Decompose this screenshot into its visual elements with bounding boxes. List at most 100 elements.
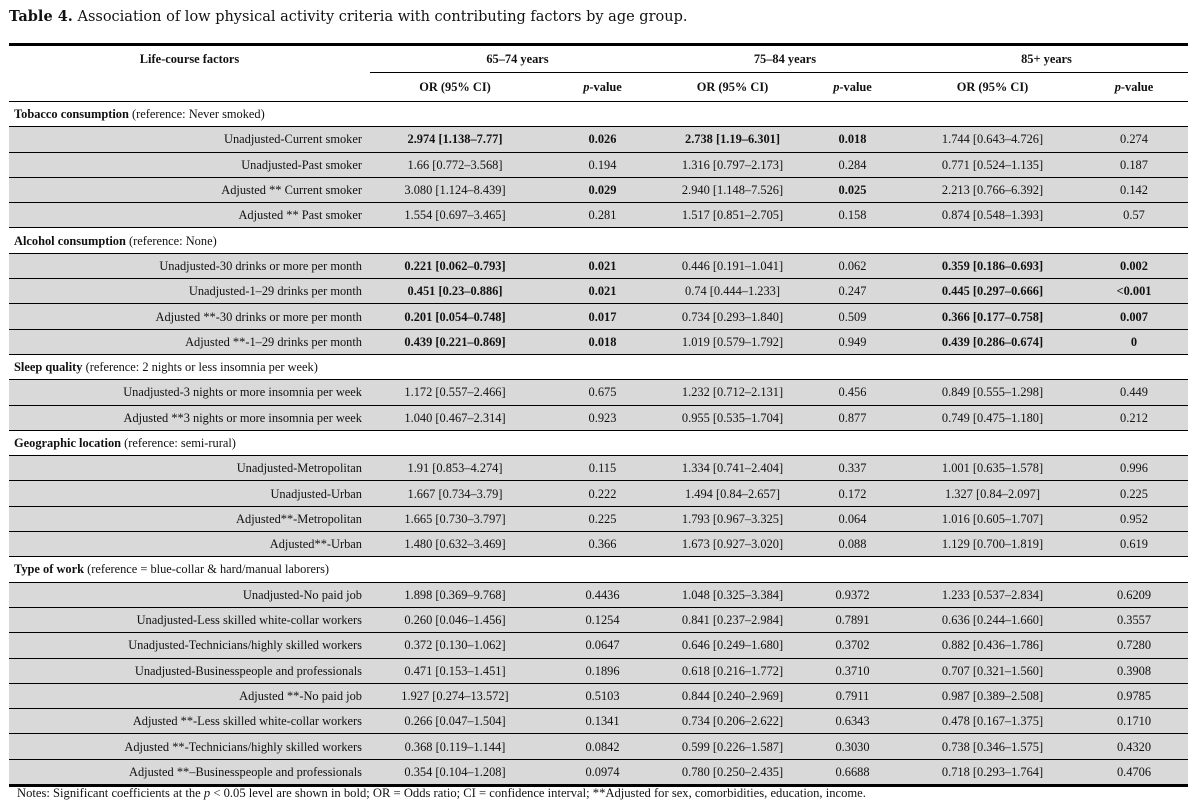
row-label: Adjusted **–Businesspeople and professio… — [9, 759, 370, 787]
table-row: Adjusted**-Urban 1.480 [0.632–3.469] 0.366… — [9, 531, 1188, 558]
section-reference: (reference: semi-rural) — [121, 436, 236, 450]
p-suffix: -value — [589, 80, 622, 94]
row-label: Adjusted **-30 drinks or more per month — [9, 303, 370, 330]
p-value-cell: 0.949 — [800, 329, 905, 355]
or-ci-cell: 1.172 [0.557–2.466] — [370, 379, 540, 406]
or-ci-cell: 1.048 [0.325–3.384] — [665, 582, 800, 608]
p-value-cell: 0.1254 — [540, 607, 665, 634]
p-value-cell: 0.1341 — [540, 708, 665, 735]
section-row: Geographic location (reference: semi-rur… — [9, 430, 1188, 457]
p-value-cell: 0.4320 — [1080, 733, 1188, 760]
section-reference: (reference: 2 nights or less insomnia pe… — [82, 360, 318, 375]
p-value-cell: 0.5103 — [540, 683, 665, 710]
section-name: Geographic location — [14, 436, 122, 450]
p-suffix: -value — [839, 80, 872, 94]
row-label: Unadjusted-1–29 drinks per month — [9, 278, 370, 305]
table-row: Unadjusted-3 nights or more insomnia per… — [9, 379, 1188, 406]
or-ci-cell: 0.368 [0.119–1.144] — [370, 733, 540, 760]
p-italic: p — [1114, 80, 1121, 94]
table-notes: Notes: Significant coefficients at the p… — [17, 786, 866, 801]
p-value-cell: 0.021 — [540, 278, 665, 305]
or-ci-cell: 0.844 [0.240–2.969] — [665, 683, 800, 710]
or-ci-cell: 0.446 [0.191–1.041] — [665, 253, 800, 280]
p-value-cell: 0.1710 — [1080, 708, 1188, 735]
p-value-cell: 0.675 — [540, 379, 665, 406]
table-row: Unadjusted-No paid job 1.898 [0.369–9.768… — [9, 582, 1188, 608]
p-value-cell: 0.923 — [540, 405, 665, 431]
row-label: Unadjusted-Metropolitan — [9, 455, 370, 482]
row-label: Unadjusted-Urban — [9, 480, 370, 507]
p-value-cell: <0.001 — [1080, 278, 1188, 305]
p-value-cell: 0.225 — [540, 506, 665, 533]
p-italic: p — [833, 80, 840, 94]
or-ci-header: OR (95% CI) — [665, 72, 800, 102]
section-reference: (reference: None) — [125, 233, 217, 248]
row-label: Adjusted **-Less skilled white-collar wo… — [9, 708, 370, 735]
p-value-cell: 0.3710 — [800, 658, 905, 684]
or-ci-cell: 0.882 [0.436–1.786] — [905, 632, 1080, 659]
p-value-cell: 0.337 — [800, 455, 905, 482]
table-row: Adjusted **-Technicians/highly skilled w… — [9, 733, 1188, 760]
or-ci-cell: 1.793 [0.967–3.325] — [665, 506, 800, 533]
p-value-cell: 0.509 — [800, 303, 905, 330]
or-ci-cell: 0.359 [0.186–0.693] — [905, 253, 1080, 280]
p-value-cell: 0.4706 — [1080, 759, 1188, 787]
or-ci-cell: 1.927 [0.274–13.572] — [370, 683, 540, 710]
notes-text: Notes: Significant coefficients at the — [17, 786, 204, 800]
or-ci-cell: 0.599 [0.226–1.587] — [665, 733, 800, 760]
section-reference: (reference = blue-collar & hard/manual l… — [83, 562, 330, 577]
p-value-cell: 0.3030 — [800, 733, 905, 760]
table-title: Association of low physical activity cri… — [72, 9, 688, 25]
or-ci-cell: 0.749 [0.475–1.180] — [905, 405, 1080, 431]
or-ci-cell: 1.667 [0.734–3.79] — [370, 480, 540, 507]
or-ci-cell: 0.841 [0.237–2.984] — [665, 607, 800, 634]
or-ci-cell: 0.478 [0.167–1.375] — [905, 708, 1080, 735]
table-row: Adjusted ** Current smoker 3.080 [1.124–8… — [9, 177, 1188, 204]
or-ci-cell: 1.334 [0.741–2.404] — [665, 455, 800, 482]
or-ci-header: OR (95% CI) — [905, 72, 1080, 102]
p-value-header: p-value — [1080, 72, 1188, 102]
or-ci-cell: 0.221 [0.062–0.793] — [370, 253, 540, 280]
section-reference: (reference: Never smoked) — [128, 107, 265, 122]
or-ci-cell: 0.260 [0.046–1.456] — [370, 607, 540, 634]
section-row: Sleep quality (reference: 2 nights or le… — [9, 354, 1188, 381]
or-ci-cell: 1.517 [0.851–2.705] — [665, 202, 800, 229]
p-suffix: -value — [1120, 80, 1154, 94]
empty-header — [9, 72, 370, 102]
or-ci-cell: 1.665 [0.730–3.797] — [370, 506, 540, 533]
row-label: Unadjusted-Technicians/highly skilled wo… — [9, 632, 370, 659]
or-ci-cell: 0.718 [0.293–1.764] — [905, 759, 1080, 787]
p-value-cell: 0.57 — [1080, 202, 1188, 229]
or-ci-cell: 0.987 [0.389–2.508] — [905, 683, 1080, 710]
or-ci-cell: 1.019 [0.579–1.792] — [665, 329, 800, 355]
row-label: Unadjusted-3 nights or more insomnia per… — [9, 379, 370, 406]
section-row: Tobacco consumption (reference: Never sm… — [9, 101, 1188, 128]
section-heading: Type of work (reference = blue-collar & … — [9, 556, 1188, 583]
p-value-cell: 0.115 — [540, 455, 665, 482]
row-label: Unadjusted-Less skilled white-collar wor… — [9, 607, 370, 634]
p-value-cell: 0.142 — [1080, 177, 1188, 204]
or-ci-cell: 1.66 [0.772–3.568] — [370, 152, 540, 178]
row-label: Adjusted **-1–29 drinks per month — [9, 329, 370, 355]
or-ci-cell: 1.91 [0.853–4.274] — [370, 455, 540, 482]
row-label: Unadjusted-Current smoker — [9, 126, 370, 153]
p-value-cell: 0.6688 — [800, 759, 905, 787]
section-name: Alcohol consumption — [14, 233, 126, 248]
p-value-header: p-value — [540, 72, 665, 102]
p-value-cell: 0.064 — [800, 506, 905, 533]
p-value-cell: 0.0974 — [540, 759, 665, 787]
row-label: Adjusted**-Urban — [9, 531, 370, 558]
section-heading: Alcohol consumption (reference: None) — [9, 227, 1188, 254]
p-value-cell: 0.029 — [540, 177, 665, 204]
results-table: Life-course factors 65–74 years 75–84 ye… — [9, 43, 1188, 788]
or-ci-cell: 0.780 [0.250–2.435] — [665, 759, 800, 787]
table-row: Adjusted **-No paid job 1.927 [0.274–13.5… — [9, 683, 1188, 710]
p-value-cell: 0.222 — [540, 480, 665, 507]
p-value-cell: 0.1896 — [540, 658, 665, 684]
or-ci-cell: 0.201 [0.054–0.748] — [370, 303, 540, 330]
or-ci-cell: 0.646 [0.249–1.680] — [665, 632, 800, 659]
or-ci-cell: 1.233 [0.537–2.834] — [905, 582, 1080, 608]
or-ci-cell: 2.213 [0.766–6.392] — [905, 177, 1080, 204]
p-value-cell: 0.274 — [1080, 126, 1188, 153]
table-row: Adjusted**-Metropolitan 1.665 [0.730–3.79… — [9, 506, 1188, 533]
